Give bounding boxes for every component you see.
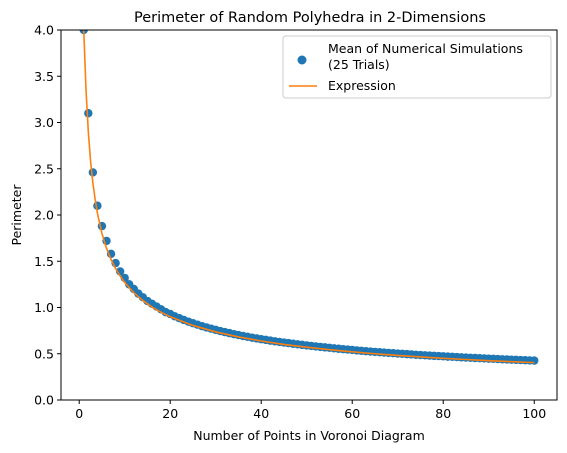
y-tick-label: 4.0: [34, 23, 54, 38]
y-tick-label: 3.5: [34, 69, 54, 84]
y-tick-label: 3.0: [34, 115, 54, 130]
scatter-point: [84, 109, 93, 118]
y-axis-label: Perimeter: [9, 184, 24, 246]
x-tick-label: 0: [75, 406, 83, 421]
x-tick-label: 60: [344, 406, 360, 421]
plot-area: [79, 30, 539, 365]
y-tick-label: 2.0: [34, 208, 54, 223]
legend-label-scatter: Mean of Numerical Simulations: [328, 41, 523, 56]
legend-label-line: Expression: [328, 78, 396, 93]
x-axis: 0 20 40 60 80 100: [75, 400, 546, 421]
y-tick-label: 1.0: [34, 300, 54, 315]
x-tick-label: 20: [162, 406, 178, 421]
plot-clipped-group: [79, 30, 539, 365]
y-tick-label: 0.0: [34, 393, 54, 408]
x-tick-label: 100: [522, 406, 546, 421]
y-tick-label: 0.5: [34, 346, 54, 361]
legend-box: [282, 35, 552, 99]
y-tick-label: 1.5: [34, 254, 54, 269]
x-axis-label: Number of Points in Voronoi Diagram: [193, 428, 425, 443]
scatter-point: [530, 356, 539, 365]
x-tick-label: 40: [253, 406, 269, 421]
legend-marker-scatter: [297, 55, 307, 65]
expression-line: [82, 30, 535, 364]
legend-label-scatter: (25 Trials): [328, 57, 390, 72]
x-tick-label: 80: [435, 406, 451, 421]
y-tick-label: 2.5: [34, 161, 54, 176]
legend: Mean of Numerical Simulations(25 Trials)…: [282, 35, 552, 99]
chart-title: Perimeter of Random Polyhedra in 2-Dimen…: [134, 10, 486, 26]
y-axis: 0.0 0.5 1.0 1.5 2.0 2.5 3.0 3.5 4.0: [34, 23, 61, 408]
